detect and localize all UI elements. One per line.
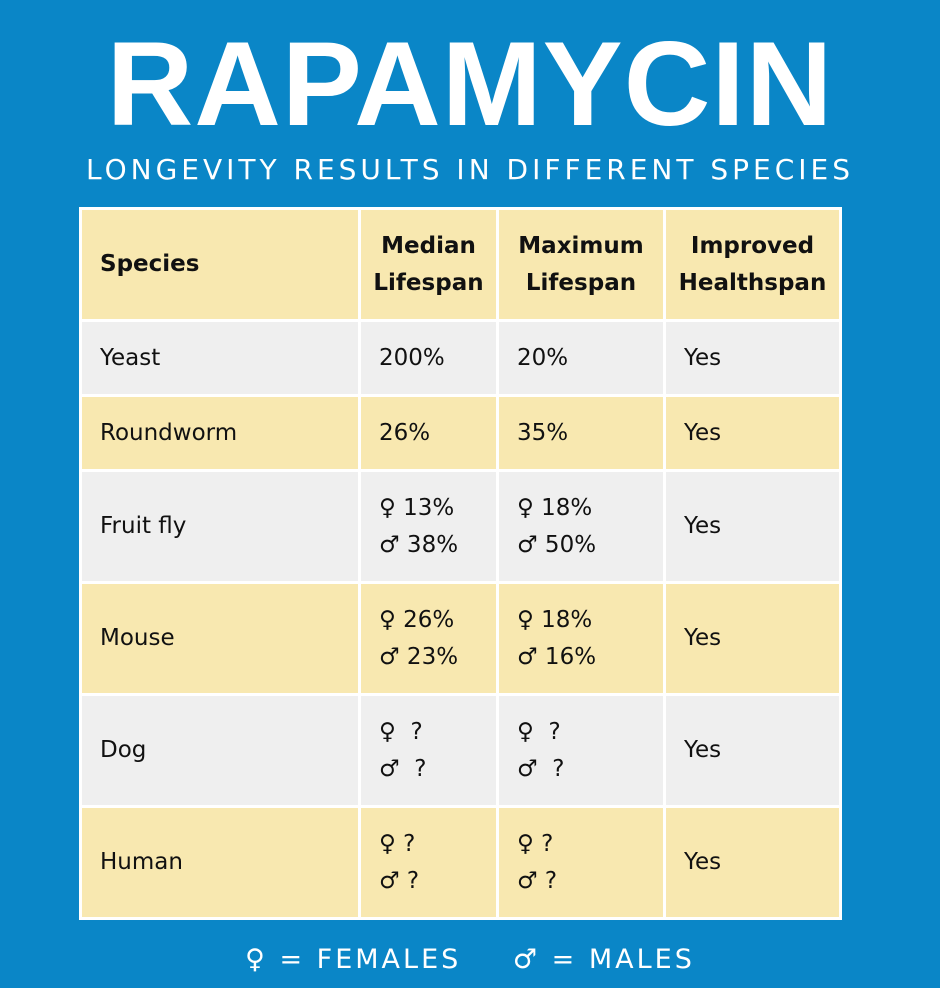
cell-value: 200%: [379, 344, 445, 371]
cell-value-male: ♂ 38%: [379, 531, 459, 558]
header-healthspan-line-1: Improved: [690, 232, 815, 259]
cell-species: Dog: [79, 693, 361, 808]
header-improved-healthspan: Improved Healthspan: [663, 207, 842, 322]
cell-median-lifespan: ♀ 26% ♂ 23%: [358, 581, 499, 696]
results-table: Species Median Lifespan Maximum Lifespan…: [79, 207, 842, 920]
cell-value: 35%: [517, 419, 569, 446]
cell-median-lifespan: 200%: [358, 319, 499, 397]
table-row: Dog ♀ ? ♂ ? ♀ ? ♂ ? Yes: [79, 693, 842, 808]
cell-value-male: ♂ ?: [379, 867, 420, 894]
cell-value-male: ♂ 50%: [517, 531, 597, 558]
cell-value-male: ♂ ?: [379, 755, 427, 782]
cell-healthspan: Yes: [663, 469, 842, 584]
cell-value-female: ♀ 18%: [517, 494, 593, 521]
legend-females: ♀ = FEMALES: [245, 944, 462, 975]
table-row: Mouse ♀ 26% ♂ 23% ♀ 18% ♂ 16% Yes: [79, 581, 842, 696]
header-healthspan-line-2: Healthspan: [678, 269, 827, 296]
cell-median-lifespan: 26%: [358, 394, 499, 472]
cell-value-female: ♀ ?: [517, 830, 554, 857]
cell-value-female: ♀ ?: [379, 830, 416, 857]
cell-value-male: ♂ ?: [517, 867, 558, 894]
legend: ♀ = FEMALES ♂ = MALES: [0, 940, 940, 980]
cell-value-female: ♀ 26%: [379, 606, 455, 633]
header-maximum-line-2: Lifespan: [525, 269, 637, 296]
results-table-container: Species Median Lifespan Maximum Lifespan…: [79, 207, 842, 920]
cell-maximum-lifespan: 35%: [496, 394, 666, 472]
table-header-row: Species Median Lifespan Maximum Lifespan…: [79, 207, 842, 322]
cell-median-lifespan: ♀ ? ♂ ?: [358, 693, 499, 808]
cell-value-female: ♀ ?: [517, 718, 561, 745]
header-median-line-2: Lifespan: [373, 269, 484, 296]
table-row: Yeast 200% 20% Yes: [79, 319, 842, 397]
cell-value-male: ♂ 23%: [379, 643, 459, 670]
cell-maximum-lifespan: ♀ ? ♂ ?: [496, 693, 666, 808]
cell-value-male: ♂ ?: [517, 755, 565, 782]
cell-healthspan: Yes: [663, 693, 842, 808]
cell-healthspan: Yes: [663, 805, 842, 920]
cell-maximum-lifespan: ♀ ? ♂ ?: [496, 805, 666, 920]
page-title: RAPAMYCIN: [106, 17, 834, 151]
cell-species: Mouse: [79, 581, 361, 696]
cell-maximum-lifespan: ♀ 18% ♂ 16%: [496, 581, 666, 696]
header-median-lifespan: Median Lifespan: [358, 207, 499, 322]
cell-maximum-lifespan: ♀ 18% ♂ 50%: [496, 469, 666, 584]
cell-species: Yeast: [79, 319, 361, 397]
cell-value-female: ♀ ?: [379, 718, 423, 745]
cell-healthspan: Yes: [663, 581, 842, 696]
cell-value-female: ♀ 13%: [379, 494, 455, 521]
cell-species: Roundworm: [79, 394, 361, 472]
cell-value: 26%: [379, 419, 431, 446]
cell-value-male: ♂ 16%: [517, 643, 597, 670]
cell-value: 20%: [517, 344, 569, 371]
cell-value-female: ♀ 18%: [517, 606, 593, 633]
cell-median-lifespan: ♀ ? ♂ ?: [358, 805, 499, 920]
cell-healthspan: Yes: [663, 319, 842, 397]
header-median-line-1: Median: [381, 232, 476, 259]
cell-maximum-lifespan: 20%: [496, 319, 666, 397]
table-row: Roundworm 26% 35% Yes: [79, 394, 842, 472]
cell-species: Fruit fly: [79, 469, 361, 584]
header-maximum-line-1: Maximum: [518, 232, 644, 259]
header-maximum-lifespan: Maximum Lifespan: [496, 207, 666, 322]
cell-median-lifespan: ♀ 13% ♂ 38%: [358, 469, 499, 584]
page-subtitle: LONGEVITY RESULTS IN DIFFERENT SPECIES: [86, 153, 854, 186]
legend-males: ♂ = MALES: [512, 944, 695, 975]
table-row: Human ♀ ? ♂ ? ♀ ? ♂ ? Yes: [79, 805, 842, 920]
table-row: Fruit fly ♀ 13% ♂ 38% ♀ 18% ♂ 50% Yes: [79, 469, 842, 584]
cell-healthspan: Yes: [663, 394, 842, 472]
header-species: Species: [79, 207, 361, 322]
cell-species: Human: [79, 805, 361, 920]
